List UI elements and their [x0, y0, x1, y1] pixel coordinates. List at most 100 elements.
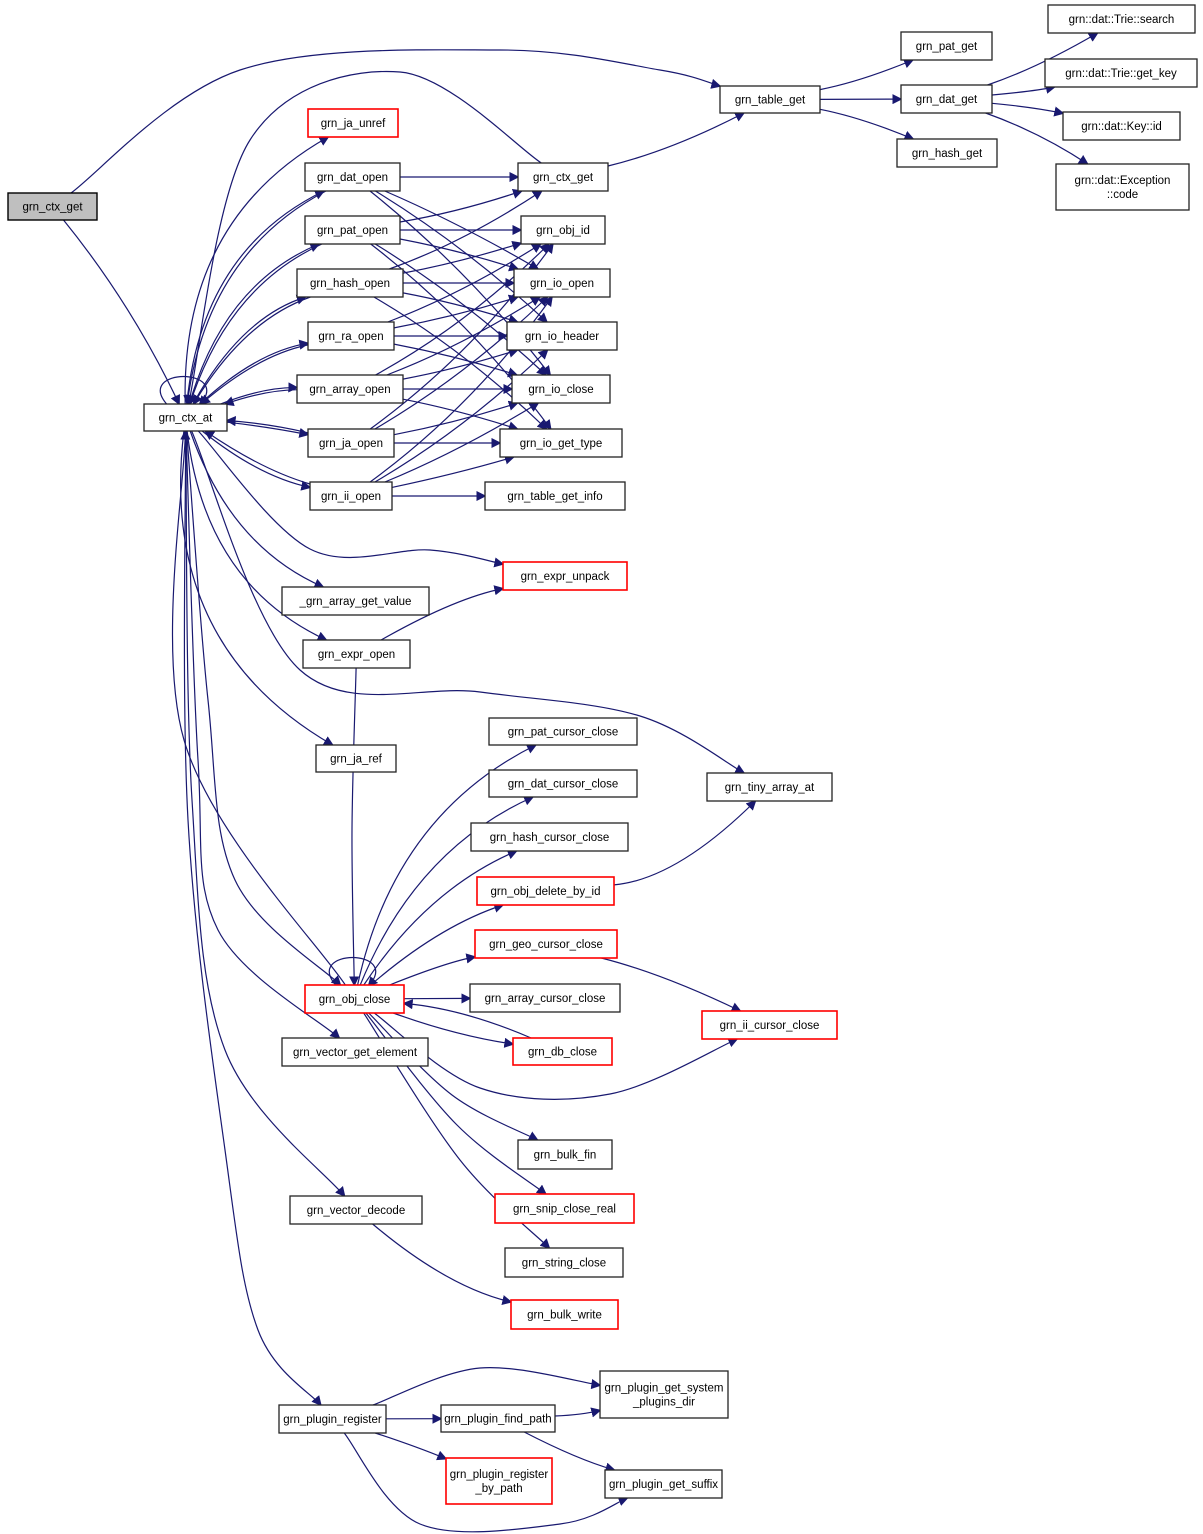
node-grn-plugin-register-by-path[interactable]: grn_plugin_register _by_path — [445, 1457, 553, 1505]
node-grn-ja-ref[interactable]: grn_ja_ref — [315, 744, 397, 773]
node-grn-table-get[interactable]: grn_table_get — [719, 85, 821, 114]
node-grn-dat-exception-code[interactable]: grn::dat::Exception::code — [1055, 163, 1190, 211]
node--grn-array-get-value[interactable]: _grn_array_get_value — [281, 586, 430, 616]
node-box[interactable] — [488, 717, 638, 746]
node-box[interactable] — [476, 876, 615, 906]
node-grn-ctx-at[interactable]: grn_ctx_at — [143, 403, 228, 432]
node-grn-array-open[interactable]: grn_array_open — [296, 374, 404, 404]
node-box[interactable] — [511, 374, 611, 404]
node-grn-pat-get[interactable]: grn_pat_get — [900, 31, 993, 61]
node-grn-plugin-register[interactable]: grn_plugin_register — [278, 1404, 387, 1434]
node-box[interactable] — [1062, 111, 1181, 141]
node-grn-vector-decode[interactable]: grn_vector_decode — [289, 1195, 423, 1225]
node-box[interactable] — [7, 192, 98, 221]
node-box[interactable] — [604, 1469, 723, 1499]
node-box[interactable] — [278, 1404, 387, 1434]
node-box[interactable] — [900, 84, 993, 114]
node-grn-expr-open[interactable]: grn_expr_open — [302, 639, 411, 669]
node-grn-dat-get[interactable]: grn_dat_get — [900, 84, 993, 114]
node-box[interactable] — [440, 1404, 556, 1433]
node-grn-dat-open[interactable]: grn_dat_open — [304, 162, 401, 192]
node-grn-hash-cursor-close[interactable]: grn_hash_cursor_close — [470, 822, 629, 852]
node-box[interactable] — [502, 561, 628, 591]
node-grn-plugin-find-path[interactable]: grn_plugin_find_path — [440, 1404, 556, 1433]
node-grn-bulk-fin[interactable]: grn_bulk_fin — [517, 1139, 613, 1170]
node-box[interactable] — [296, 374, 404, 404]
node-grn-dat-trie-get-key[interactable]: grn::dat::Trie::get_key — [1044, 58, 1198, 88]
node-box[interactable] — [143, 403, 228, 432]
node-grn-expr-unpack[interactable]: grn_expr_unpack — [502, 561, 628, 591]
node-grn-io-header[interactable]: grn_io_header — [506, 321, 618, 351]
node-box[interactable] — [504, 1247, 624, 1278]
node-grn-io-get-type[interactable]: grn_io_get_type — [499, 428, 623, 458]
node-grn-ctx-get[interactable]: grn_ctx_get — [7, 192, 98, 221]
node-box[interactable] — [315, 744, 397, 773]
node-box[interactable] — [506, 321, 618, 351]
node-box[interactable] — [510, 1299, 619, 1330]
node-grn-table-get-info[interactable]: grn_table_get_info — [484, 481, 626, 511]
node-box[interactable] — [900, 31, 993, 61]
node-box[interactable] — [719, 85, 821, 114]
node-grn-ii-open[interactable]: grn_ii_open — [309, 481, 393, 511]
node-box[interactable] — [281, 586, 430, 616]
node-box[interactable] — [513, 268, 611, 298]
node-box[interactable] — [445, 1457, 553, 1505]
node-box[interactable] — [307, 321, 395, 351]
node-box[interactable] — [520, 215, 606, 245]
node-grn-ctx-get[interactable]: grn_ctx_get — [517, 162, 609, 192]
node-grn-pat-open[interactable]: grn_pat_open — [304, 215, 401, 245]
node-box[interactable] — [494, 1193, 635, 1224]
node-box[interactable] — [289, 1195, 423, 1225]
node-grn-db-close[interactable]: grn_db_close — [512, 1037, 613, 1066]
node-grn-string-close[interactable]: grn_string_close — [504, 1247, 624, 1278]
node-grn-dat-cursor-close[interactable]: grn_dat_cursor_close — [488, 769, 638, 798]
node-box[interactable] — [296, 268, 404, 298]
node-grn-dat-trie-search[interactable]: grn::dat::Trie::search — [1047, 4, 1196, 34]
node-box[interactable] — [469, 983, 621, 1013]
node-grn-obj-id[interactable]: grn_obj_id — [520, 215, 606, 245]
node-box[interactable] — [470, 822, 629, 852]
node-grn-geo-cursor-close[interactable]: grn_geo_cursor_close — [474, 929, 618, 959]
node-grn-bulk-write[interactable]: grn_bulk_write — [510, 1299, 619, 1330]
node-box[interactable] — [512, 1037, 613, 1066]
node-grn-io-close[interactable]: grn_io_close — [511, 374, 611, 404]
node-box[interactable] — [599, 1370, 729, 1419]
node-grn-hash-open[interactable]: grn_hash_open — [296, 268, 404, 298]
node-box[interactable] — [307, 108, 399, 138]
node-grn-snip-close-real[interactable]: grn_snip_close_real — [494, 1193, 635, 1224]
node-grn-ja-unref[interactable]: grn_ja_unref — [307, 108, 399, 138]
node-grn-ja-open[interactable]: grn_ja_open — [307, 428, 395, 458]
node-box[interactable] — [896, 138, 998, 168]
node-box[interactable] — [499, 428, 623, 458]
node-grn-hash-get[interactable]: grn_hash_get — [896, 138, 998, 168]
node-box[interactable] — [309, 481, 393, 511]
node-box[interactable] — [488, 769, 638, 798]
node-grn-ii-cursor-close[interactable]: grn_ii_cursor_close — [701, 1010, 838, 1040]
node-box[interactable] — [304, 162, 401, 192]
node-box[interactable] — [1044, 58, 1198, 88]
node-box[interactable] — [701, 1010, 838, 1040]
node-box[interactable] — [706, 772, 833, 802]
node-box[interactable] — [302, 639, 411, 669]
node-grn-plugin-get-suffix[interactable]: grn_plugin_get_suffix — [604, 1469, 723, 1499]
node-box[interactable] — [484, 481, 626, 511]
node-box[interactable] — [517, 1139, 613, 1170]
node-grn-tiny-array-at[interactable]: grn_tiny_array_at — [706, 772, 833, 802]
node-grn-ra-open[interactable]: grn_ra_open — [307, 321, 395, 351]
node-grn-array-cursor-close[interactable]: grn_array_cursor_close — [469, 983, 621, 1013]
node-grn-obj-delete-by-id[interactable]: grn_obj_delete_by_id — [476, 876, 615, 906]
node-box[interactable] — [517, 162, 609, 192]
node-grn-obj-close[interactable]: grn_obj_close — [304, 984, 405, 1014]
node-box[interactable] — [304, 984, 405, 1014]
node-box[interactable] — [281, 1037, 429, 1067]
node-box[interactable] — [1055, 163, 1190, 211]
node-box[interactable] — [1047, 4, 1196, 34]
node-grn-plugin-get-system-plugins-dir[interactable]: grn_plugin_get_system _plugins_dir — [599, 1370, 729, 1419]
node-grn-dat-key-id[interactable]: grn::dat::Key::id — [1062, 111, 1181, 141]
node-box[interactable] — [474, 929, 618, 959]
node-box[interactable] — [307, 428, 395, 458]
node-grn-io-open[interactable]: grn_io_open — [513, 268, 611, 298]
node-box[interactable] — [304, 215, 401, 245]
node-grn-vector-get-element[interactable]: grn_vector_get_element — [281, 1037, 429, 1067]
node-grn-pat-cursor-close[interactable]: grn_pat_cursor_close — [488, 717, 638, 746]
